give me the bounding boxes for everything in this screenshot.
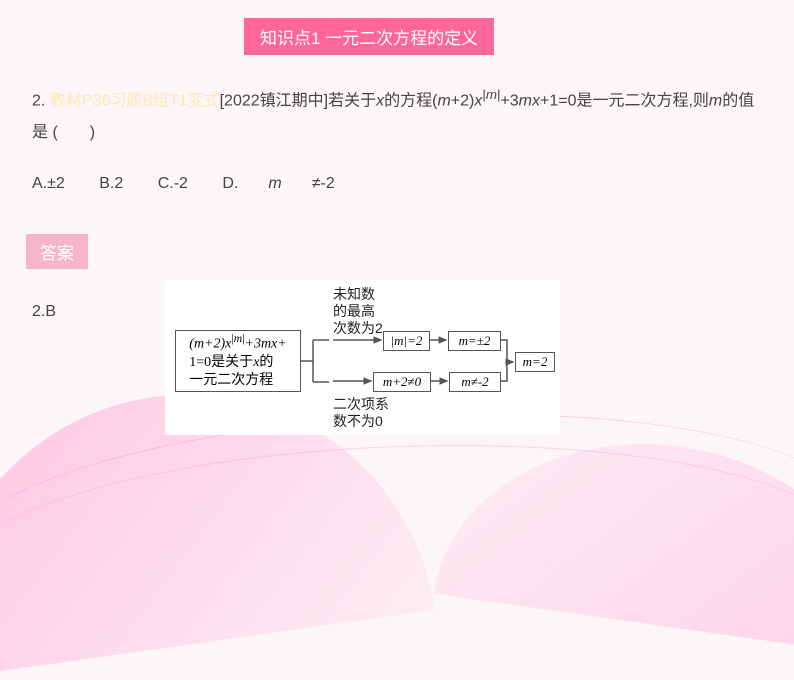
q-var-m1: m <box>437 92 450 109</box>
box-bot2: m≠-2 <box>449 372 501 392</box>
box-top2: m=±2 <box>448 331 501 351</box>
option-d-pre: D. <box>222 175 238 192</box>
option-d-post: ≠-2 <box>312 175 335 192</box>
ann-bot-l1: 二次项系 <box>333 396 389 412</box>
annotation-bottom: 二次项系 数不为0 <box>333 396 389 430</box>
question-number: 2. <box>32 92 45 109</box>
question-text: 2. 教材P36习题B组T1变式[2022镇江期中]若关于x的方程(m+2)x|… <box>32 82 762 149</box>
option-d-var: m <box>268 175 281 192</box>
q-var-m2: m <box>709 92 722 109</box>
q-body1: [2022镇江期中]若关于 <box>220 92 377 109</box>
box-bot1: m+2≠0 <box>373 372 431 392</box>
option-c: C.-2 <box>158 175 188 192</box>
answer-label: 答案 <box>26 234 88 269</box>
question-source: 教材P36习题B组T1变式 <box>45 92 219 109</box>
ann-top-l3: 次数为2 <box>333 320 383 336</box>
q-exp-m: m <box>486 87 497 102</box>
q-body5: +1=0是一元二次方程,则 <box>540 92 709 109</box>
ann-top-l2: 的最高 <box>333 303 375 319</box>
ann-bot-l2: 数不为0 <box>333 413 383 429</box>
q-var-mx: mx <box>519 92 540 109</box>
box-top1: |m|=2 <box>383 331 430 351</box>
option-a: A.±2 <box>32 175 65 192</box>
ann-top-l1: 未知数 <box>333 286 375 302</box>
box-final: m=2 <box>515 352 555 372</box>
q-body3: +2) <box>451 92 475 109</box>
bracket-icon <box>301 330 333 392</box>
q-body2: 的方程( <box>384 92 437 109</box>
flowchart-diagram: (m+2)x|m|+3mx+ 1=0是关于x的 一元二次方程 未知数 的最高 次… <box>165 280 560 435</box>
section-title: 知识点1 一元二次方程的定义 <box>244 18 494 55</box>
flowchart-main-box: (m+2)x|m|+3mx+ 1=0是关于x的 一元二次方程 <box>175 330 301 392</box>
option-d: D. m ≠-2 <box>222 175 364 192</box>
answer-value: 2.B <box>32 303 56 321</box>
options-row: A.±2 B.2 C.-2 D. m ≠-2 <box>32 175 395 193</box>
annotation-top: 未知数 的最高 次数为2 <box>333 286 383 336</box>
q-var-x: x <box>376 92 384 109</box>
q-body4: +3 <box>500 92 518 109</box>
option-b: B.2 <box>99 175 123 192</box>
